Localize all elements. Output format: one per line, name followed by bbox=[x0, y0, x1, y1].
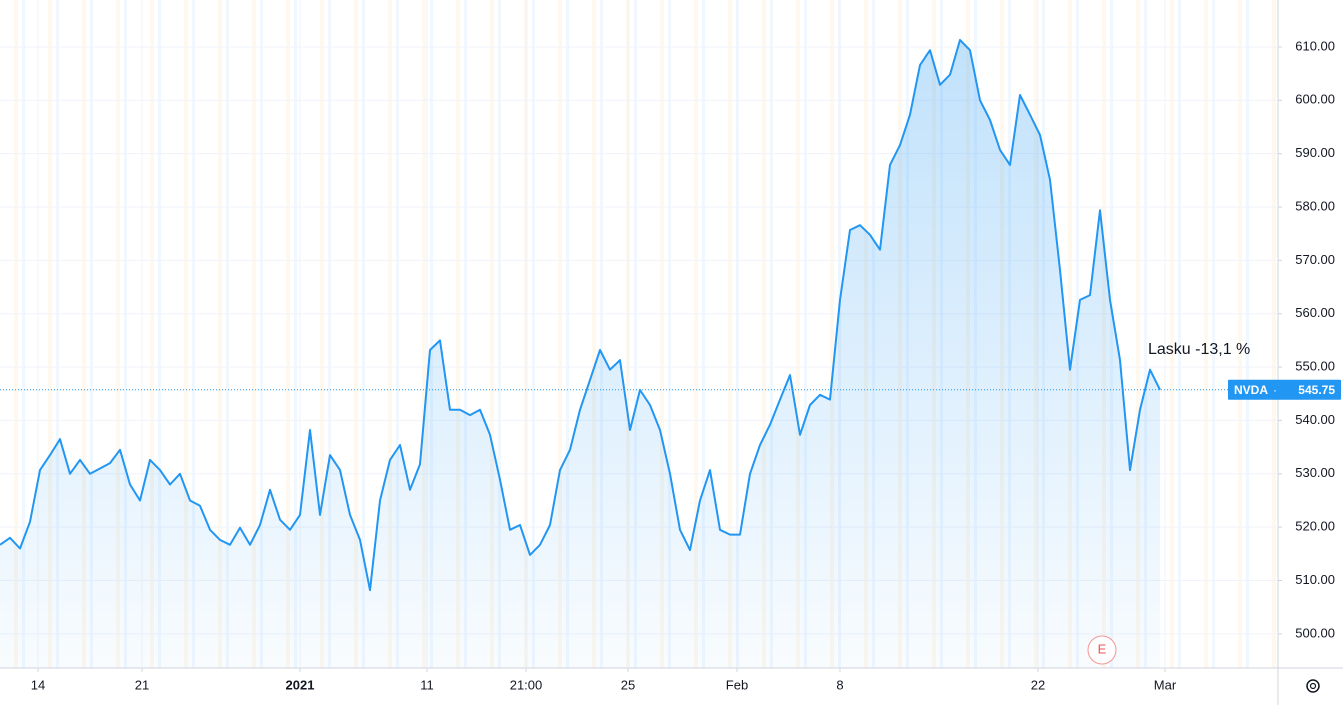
x-tick-label: Feb bbox=[726, 677, 748, 692]
y-tick-label: 520.00 bbox=[1295, 519, 1335, 534]
y-tick-label: 540.00 bbox=[1295, 412, 1335, 427]
x-tick-label: 21 bbox=[135, 677, 149, 692]
y-tick-label: 550.00 bbox=[1295, 359, 1335, 374]
y-tick-label: 560.00 bbox=[1295, 305, 1335, 320]
y-tick-label: 580.00 bbox=[1295, 198, 1335, 213]
area bbox=[0, 40, 1160, 668]
earnings-marker[interactable] bbox=[1087, 635, 1117, 665]
y-tick-label: 500.00 bbox=[1295, 625, 1335, 640]
annotation: Lasku -13,1 % bbox=[1148, 341, 1250, 358]
last-price-sep: · bbox=[1273, 383, 1277, 397]
settings-icon[interactable] bbox=[1306, 679, 1320, 693]
last-price-label: 545.75 bbox=[1298, 383, 1335, 397]
line bbox=[0, 39, 1161, 592]
x-tick-label: 25 bbox=[621, 677, 635, 692]
y-tick-label: 510.00 bbox=[1295, 572, 1335, 587]
earnings-label: E bbox=[1098, 641, 1107, 656]
x-tick-label: 11 bbox=[420, 677, 434, 692]
x-tick-label: Mar bbox=[1154, 677, 1177, 692]
x-tick-label: 14 bbox=[31, 677, 45, 692]
x-tick-label: 21:00 bbox=[510, 677, 543, 692]
y-tick-label: 600.00 bbox=[1295, 92, 1335, 107]
y-tick-label: 610.00 bbox=[1295, 38, 1335, 53]
y-tick-label: 530.00 bbox=[1295, 465, 1335, 480]
y-tick-label: 590.00 bbox=[1295, 145, 1335, 160]
last-price-symbol: NVDA bbox=[1234, 383, 1268, 397]
x-tick-label: 22 bbox=[1031, 677, 1045, 692]
x-tick-label: 2021 bbox=[286, 677, 315, 692]
y-tick-label: 570.00 bbox=[1295, 252, 1335, 267]
x-tick-label: 8 bbox=[836, 677, 843, 692]
last-price-tag bbox=[1228, 379, 1341, 400]
